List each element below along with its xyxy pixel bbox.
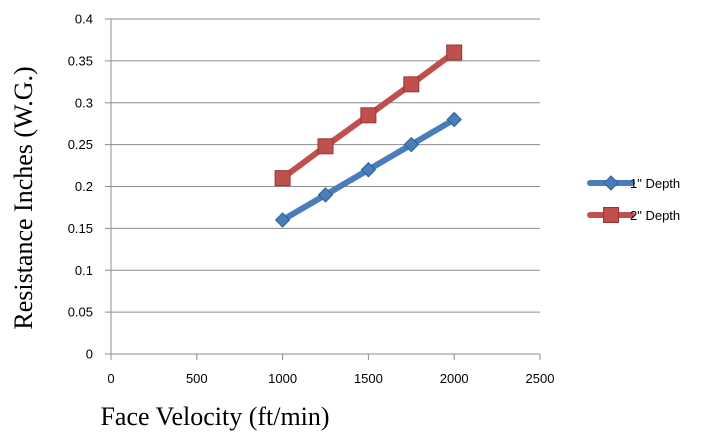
data-point-square	[603, 207, 619, 223]
legend: 1" Depth 2" Depth	[587, 175, 680, 223]
data-point-diamond	[446, 111, 462, 128]
y-tick-label: 0	[86, 347, 93, 362]
legend-item: 1" Depth	[587, 175, 680, 191]
data-point-diamond	[603, 175, 619, 191]
y-axis-title: Resistance Inches (W.G.)	[9, 66, 38, 329]
series-diamond	[274, 111, 462, 228]
data-point-square	[403, 76, 420, 93]
data-point-diamond	[317, 187, 334, 203]
legend-label: 2" Depth	[630, 208, 680, 223]
series-lines	[274, 44, 463, 228]
data-point-square	[360, 107, 377, 124]
y-tick-label: 0.05	[68, 305, 93, 320]
y-tick-label: 0.15	[68, 221, 93, 236]
legend-label: 1" Depth	[630, 176, 680, 191]
axes	[105, 18, 541, 360]
y-tick-label: 0.4	[75, 12, 93, 27]
x-tick-label: 500	[186, 371, 208, 386]
grid-lines	[111, 18, 540, 313]
y-tick-label: 0.1	[75, 263, 93, 278]
x-axis-title: Face Velocity (ft/min)	[100, 402, 329, 431]
data-point-diamond	[403, 136, 420, 153]
y-tick-label: 0.25	[68, 137, 93, 152]
x-tick-labels: 0 500 1000 1500 2000 2500	[107, 371, 554, 386]
x-tick-label: 1500	[354, 371, 383, 386]
x-tick-label: 1000	[268, 371, 297, 386]
y-tick-labels: 0 0.05 0.1 0.15 0.2 0.25 0.3 0.35 0.4	[68, 12, 93, 362]
data-point-diamond	[360, 162, 377, 178]
y-tick-label: 0.3	[75, 95, 93, 110]
series-square	[274, 44, 463, 187]
data-point-square	[274, 170, 291, 187]
data-point-square	[446, 44, 463, 61]
x-tick-label: 0	[107, 371, 114, 386]
y-tick-label: 0.2	[75, 179, 93, 194]
legend-item: 2" Depth	[587, 207, 680, 223]
data-point-square	[317, 138, 334, 155]
y-tick-label: 0.35	[68, 53, 93, 68]
x-tick-label: 2000	[440, 371, 469, 386]
x-tick-label: 2500	[526, 371, 555, 386]
data-point-diamond	[274, 212, 291, 228]
